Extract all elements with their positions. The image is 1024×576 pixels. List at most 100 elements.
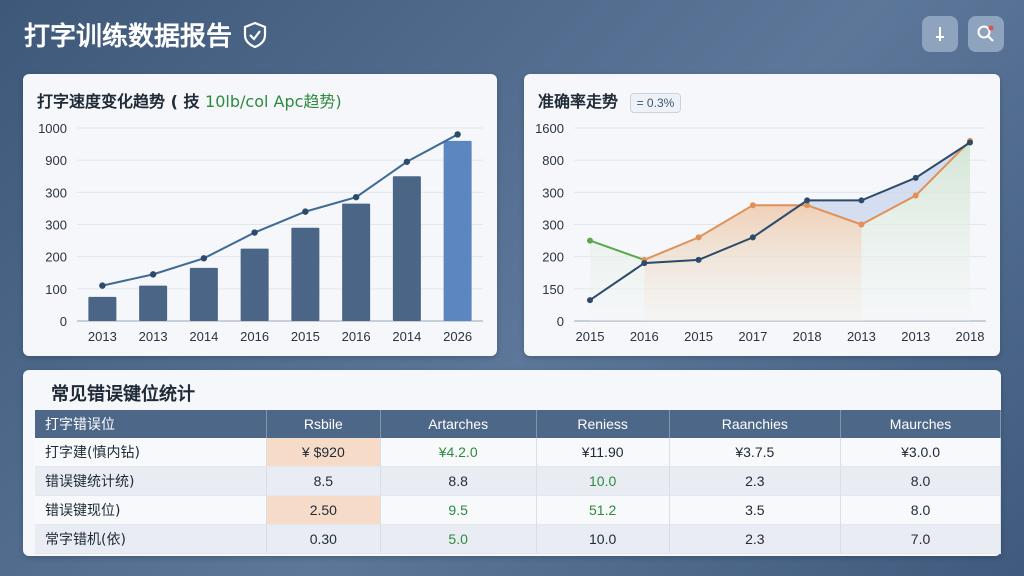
x-tick-label: 2018 [956,329,985,344]
series-line [589,239,645,261]
bar [88,296,117,321]
table-cell: 8.8 [380,466,537,496]
table-cell: 7.0 [840,524,1001,554]
table-cell: 9.5 [380,495,537,525]
line-point [695,234,702,241]
search-icon [977,25,994,42]
bar [139,285,168,321]
line-point [641,260,648,267]
table-cell: 打字建(慎内钻) [35,438,267,467]
series-line [102,133,459,287]
line-point [749,202,756,209]
line-point [858,221,865,228]
x-tick-label: 2015 [291,329,320,344]
y-tick-label: 300 [45,185,67,200]
table-cell: ¥3.7.5 [669,438,842,467]
error-table-card: 常见错误键位统计 打字错误位 Rsbile Artarches Reniess … [23,370,1001,556]
line-point [749,234,756,241]
table-header-row: 打字错误位 Rsbile Artarches Reniess Raanchies… [35,410,1001,438]
table-cell: 错误键统计统) [35,466,267,496]
speed-chart-title: 打字速度变化趋势 ( 技 10lb/col Apc趋势) [37,92,342,111]
x-tick-label: 2015 [684,329,713,344]
table-header: Rsbile [266,410,381,438]
area-band [807,140,970,225]
x-tick-label: 2013 [901,329,930,344]
line-point [99,282,106,289]
x-tick-label: 2013 [139,329,168,344]
x-tick-label: 2015 [576,329,605,344]
y-tick-label: 0 [557,314,564,329]
table-cell: 8.0 [840,495,1001,525]
table-cell: ¥ $920 [266,438,381,467]
table-cell: 2.50 [266,495,381,525]
y-tick-label: 800 [542,153,564,168]
table-cell: 2.3 [669,466,842,496]
line-point [695,256,702,263]
error-table: 打字错误位 Rsbile Artarches Reniess Raanchies… [35,410,1001,554]
table-header: 打字错误位 [35,410,267,438]
table-cell: 8.5 [266,466,381,496]
x-tick-label: 2017 [738,329,767,344]
page-title: 打字训练数据报告 [24,22,233,52]
shield-check-icon [243,21,267,48]
x-tick-label: 2014 [189,329,218,344]
table-cell: 2.3 [669,524,842,554]
y-tick-label: 900 [45,153,67,168]
line-point [587,237,593,244]
bar [392,176,421,321]
line-point [858,197,865,204]
pin-button[interactable] [922,16,958,52]
y-tick-label: 200 [45,250,67,265]
speed-chart: 0 100 200 300 300 900 1000 2013 2013 2014 2016 2015… [38,121,483,344]
table-header: Reniess [536,410,670,438]
x-tick-label: 2013 [88,329,117,344]
y-tick-label: 1000 [38,121,67,136]
bar [443,140,472,321]
table-cell: 错误键现位) [35,495,267,525]
y-tick-label: 200 [542,250,564,265]
y-tick-label: 300 [45,218,67,233]
table-cell: 常字错机(依) [35,524,267,554]
line-point [352,193,360,201]
table-cell: ¥3.0.0 [840,438,1001,467]
x-tick-label: 2016 [342,329,371,344]
y-tick-label: 0 [60,314,67,329]
table-row: 错误键现位) 2.50 9.5 51.2 3.5 8.0 [35,495,1001,525]
line-point [912,174,919,181]
line-point [912,192,919,199]
line-point [251,229,258,236]
table-cell: 5.0 [380,524,537,554]
line-point [149,271,157,278]
line-point [804,202,811,209]
line-point [200,255,208,262]
table-header: Artarches [380,410,537,438]
table-cell: ¥11.90 [536,438,670,467]
y-tick-label: 300 [542,218,564,233]
x-tick-label: 2014 [392,329,421,344]
line-point [454,131,461,138]
line-point [967,139,973,146]
x-tick-label: 2016 [630,329,659,344]
x-tick-label: 2026 [443,329,472,344]
area-fill [644,205,862,321]
series-line [589,141,971,301]
y-tick-label: 300 [542,185,564,200]
pin-icon [936,27,944,41]
table-cell: 10.0 [536,466,670,496]
search-button[interactable] [968,16,1004,52]
bar [342,203,371,321]
table-row: 错误键统计统) 8.5 8.8 10.0 2.3 8.0 [35,466,1001,496]
x-tick-label: 2018 [793,329,822,344]
table-cell: 10.0 [536,524,670,554]
x-tick-label: 2016 [240,329,269,344]
table-header: Maurches [840,410,1001,438]
table-cell: 8.0 [840,466,1001,496]
line-point [587,297,593,304]
y-tick-label: 150 [542,282,564,297]
table-row: 常字错机(依) 0.30 5.0 10.0 2.3 7.0 [35,524,1001,554]
accuracy-chart-title: 准确率走势 = 0.3% [538,88,682,113]
table-cell: 3.5 [669,495,842,525]
error-table-title: 常见错误键位统计 [51,384,195,405]
line-point [302,208,309,215]
table-cell: ¥4.2.0 [380,438,537,467]
